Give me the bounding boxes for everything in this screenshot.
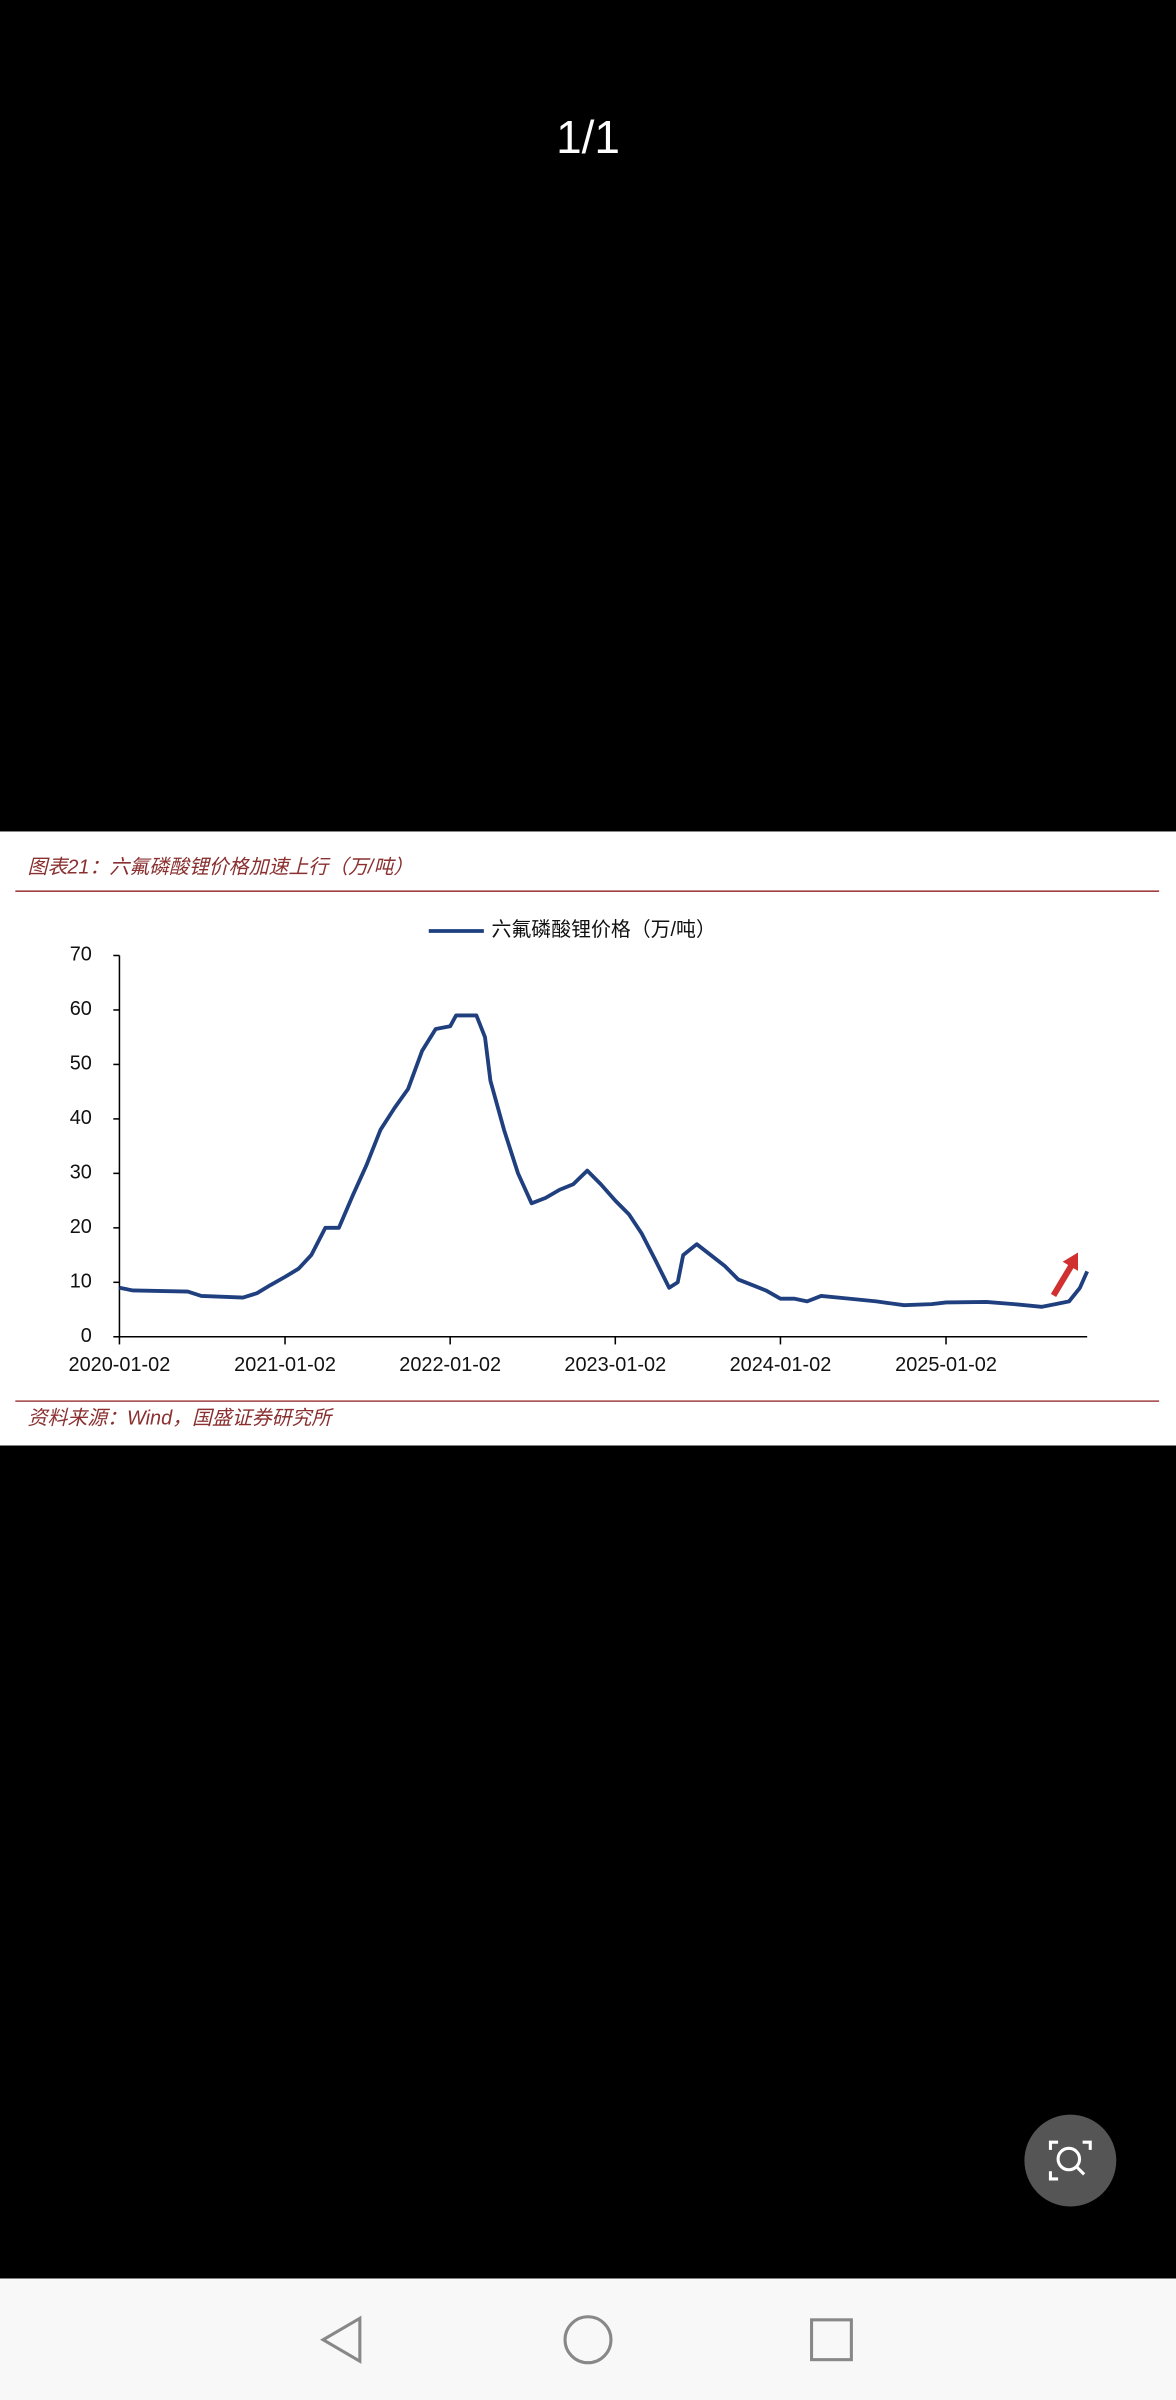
figure-caption: 图表21：六氟磷酸锂价格加速上行（万/吨） xyxy=(28,855,414,878)
x-tick-label: 2024-01-02 xyxy=(730,1354,832,1376)
x-tick-label: 2025-01-02 xyxy=(895,1354,997,1376)
trend-arrow xyxy=(1050,1263,1075,1298)
legend-label: 六氟磷酸锂价格（万/吨） xyxy=(492,918,716,941)
y-tick-label: 60 xyxy=(70,998,92,1020)
page-counter: 1/1 xyxy=(556,111,620,163)
search-icon-frame xyxy=(1048,2140,1092,2181)
search-icon xyxy=(1056,2146,1082,2172)
source-note: 资料来源：Wind，国盛证券研究所 xyxy=(28,1408,335,1430)
x-tick-label: 2023-01-02 xyxy=(564,1354,666,1376)
y-tick-label: 30 xyxy=(70,1162,92,1184)
y-tick-label: 10 xyxy=(70,1271,92,1293)
x-tick-label: 2020-01-02 xyxy=(69,1354,171,1376)
nav-recent[interactable] xyxy=(810,2318,853,2362)
plot: 0 10 20 30 40 50 60 70 2020-01-02 2021-01-02 2022-… xyxy=(69,918,1089,1376)
y-tick-label: 40 xyxy=(70,1107,92,1129)
nav-home[interactable] xyxy=(563,2315,613,2365)
trend-arrow-head xyxy=(1062,1252,1078,1271)
search-button-bg[interactable] xyxy=(1024,2114,1117,2207)
y-tick-label: 20 xyxy=(70,1216,92,1238)
x-tick-label: 2022-01-02 xyxy=(399,1354,501,1376)
y-tick-label: 0 xyxy=(81,1325,92,1347)
search-button[interactable] xyxy=(1024,2114,1117,2207)
nav-back[interactable] xyxy=(320,2315,362,2364)
y-tick-label: 50 xyxy=(70,1053,92,1075)
y-tick-label: 70 xyxy=(70,944,92,966)
price-line xyxy=(119,1013,1089,1309)
x-tick-label: 2021-01-02 xyxy=(234,1354,336,1376)
image-panel xyxy=(0,831,1176,1446)
nav-bar xyxy=(0,2278,1176,2400)
